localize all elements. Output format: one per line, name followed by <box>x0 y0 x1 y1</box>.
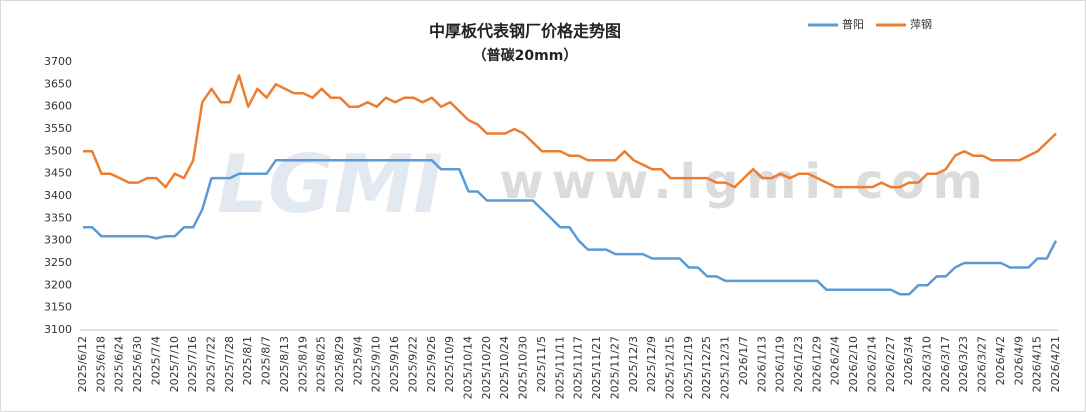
x-tick-label: 2026/1/23 <box>792 336 805 392</box>
y-tick-label: 3100 <box>44 323 72 336</box>
y-tick-label: 3700 <box>44 55 72 68</box>
chart-title: 中厚板代表钢厂价格走势图 <box>429 22 621 41</box>
x-tick-label: 2025/6/12 <box>76 336 89 392</box>
x-tick-label: 2025/11/17 <box>572 336 585 399</box>
x-tick-label: 2026/3/23 <box>957 336 970 392</box>
x-tick-label: 2026/2/27 <box>884 336 897 392</box>
x-tick-label: 2025/8/25 <box>315 336 328 392</box>
x-tick-label: 2025/12/19 <box>682 336 695 399</box>
y-tick-label: 3550 <box>44 122 72 135</box>
series-line <box>83 74 1057 189</box>
x-tick-label: 2026/1/7 <box>737 336 750 385</box>
x-tick-label: 2025/7/16 <box>186 336 199 392</box>
x-tick-label: 2025/12/9 <box>645 336 658 392</box>
y-tick-label: 3600 <box>44 100 72 113</box>
series-line <box>83 159 1058 296</box>
x-tick-label: 2026/3/10 <box>920 336 933 392</box>
y-tick-label: 3500 <box>44 144 72 157</box>
legend-label: 萍钢 <box>910 18 932 31</box>
x-tick-label: 2025/7/4 <box>149 336 162 385</box>
x-tick-label: 2025/12/3 <box>627 336 640 392</box>
x-tick-label: 2025/12/15 <box>663 336 676 399</box>
x-tick-label: 2026/1/19 <box>774 336 787 392</box>
y-tick-label: 3300 <box>44 234 72 247</box>
x-tick-label: 2026/4/2 <box>994 336 1007 385</box>
x-tick-label: 2025/11/27 <box>608 336 621 399</box>
x-tick-label: 2025/11/21 <box>590 336 603 399</box>
x-tick-label: 2026/3/17 <box>939 336 952 392</box>
x-tick-label: 2025/9/26 <box>425 336 438 392</box>
x-tick-label: 2025/8/19 <box>296 336 309 392</box>
x-tick-label: 2026/3/4 <box>902 336 915 385</box>
x-tick-label: 2025/7/22 <box>205 336 218 392</box>
x-tick-label: 2025/11/11 <box>553 336 566 399</box>
x-tick-label: 2026/4/9 <box>1012 336 1025 385</box>
x-tick-label: 2025/8/7 <box>260 336 273 385</box>
x-tick-label: 2025/10/30 <box>517 336 530 399</box>
x-tick-label: 2025/6/24 <box>113 336 126 392</box>
y-tick-label: 3250 <box>44 256 72 269</box>
y-tick-label: 3400 <box>44 189 72 202</box>
x-tick-label: 2025/10/14 <box>462 336 475 399</box>
x-tick-label: 2026/2/10 <box>847 336 860 392</box>
y-tick-label: 3150 <box>44 301 72 314</box>
x-tick-label: 2025/10/9 <box>443 336 456 392</box>
x-tick-label: 2026/4/21 <box>1049 336 1062 392</box>
x-tick-label: 2025/9/22 <box>406 336 419 392</box>
x-tick-label: 2025/12/25 <box>700 336 713 399</box>
y-tick-label: 3450 <box>44 167 72 180</box>
x-tick-label: 2026/3/27 <box>976 336 989 392</box>
y-tick-label: 3350 <box>44 211 72 224</box>
x-tick-label: 2026/2/4 <box>829 336 842 385</box>
x-tick-label: 2025/9/10 <box>370 336 383 392</box>
x-tick-label: 2026/1/29 <box>810 336 823 392</box>
x-tick-label: 2025/10/24 <box>498 336 511 399</box>
x-tick-label: 2025/9/4 <box>351 336 364 385</box>
x-tick-label: 2026/1/13 <box>755 336 768 392</box>
y-tick-label: 3650 <box>44 77 72 90</box>
y-tick-label: 3200 <box>44 278 72 291</box>
x-tick-label: 2026/4/15 <box>1031 336 1044 392</box>
x-tick-label: 2025/6/30 <box>131 336 144 392</box>
x-tick-label: 2025/11/5 <box>535 336 548 392</box>
x-tick-label: 2025/7/28 <box>223 336 236 392</box>
x-tick-label: 2025/10/20 <box>480 336 493 399</box>
x-tick-label: 2025/8/29 <box>333 336 346 392</box>
chart-subtitle: （普碳20mm） <box>473 47 578 64</box>
x-tick-label: 2026/2/14 <box>865 336 878 392</box>
x-tick-label: 2025/6/18 <box>94 336 107 392</box>
x-tick-label: 2025/7/10 <box>168 336 181 392</box>
x-tick-label: 2025/9/16 <box>388 336 401 392</box>
watermark-logo: LGMI <box>217 138 443 231</box>
x-tick-label: 2025/8/1 <box>241 336 254 385</box>
x-tick-label: 2025/8/13 <box>278 336 291 392</box>
x-tick-label: 2025/12/31 <box>719 336 732 399</box>
legend-label: 普阳 <box>842 17 864 31</box>
